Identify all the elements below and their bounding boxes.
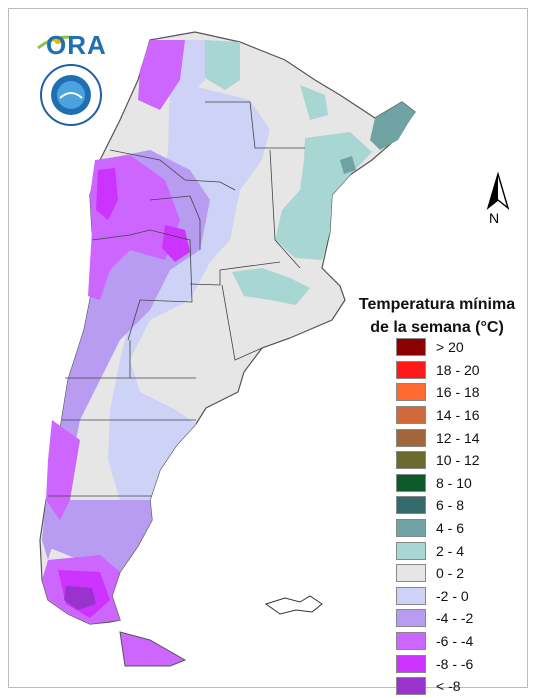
zone-m4-m2-south xyxy=(50,500,152,572)
zone-2-4-east xyxy=(300,85,328,120)
legend-label: 2 - 4 xyxy=(436,542,465,559)
legend-label: 16 - 18 xyxy=(436,384,480,401)
legend-swatch xyxy=(396,496,426,515)
legend-item: 4 - 6 xyxy=(396,517,526,540)
smn-seal-logo xyxy=(40,64,102,126)
legend-label: 18 - 20 xyxy=(436,361,480,378)
province-borders xyxy=(48,101,305,497)
legend-label: 14 - 16 xyxy=(436,407,480,424)
legend-item: -8 - -6 xyxy=(396,652,526,675)
north-arrow: N xyxy=(480,171,516,228)
legend-label: -2 - 0 xyxy=(436,587,469,604)
legend-swatch xyxy=(396,519,426,538)
legend-swatch xyxy=(396,654,426,673)
malvinas-islands xyxy=(264,595,323,615)
legend-swatch xyxy=(396,428,426,447)
legend-swatch xyxy=(396,383,426,402)
tierra-del-fuego xyxy=(119,631,187,667)
zone-m2-0-center xyxy=(108,80,270,500)
legend-swatch xyxy=(396,677,426,696)
legend-label: -6 - -4 xyxy=(436,633,474,650)
ora-logo-text: ORA xyxy=(46,30,107,60)
legend-swatch xyxy=(396,564,426,583)
legend-title-line2: de la semana (°C) xyxy=(370,319,504,336)
legend-swatch xyxy=(396,338,426,357)
legend-label: < -8 xyxy=(436,678,461,695)
legend-swatch xyxy=(396,632,426,651)
legend-item: < -8 xyxy=(396,675,526,698)
legend-label: 12 - 14 xyxy=(436,429,480,446)
ora-swoosh-icon xyxy=(37,35,77,50)
legend-swatch xyxy=(396,360,426,379)
legend-swatch xyxy=(396,609,426,628)
zone-m8-m6-mendoza xyxy=(96,168,118,220)
smn-seal-icon xyxy=(40,64,102,126)
legend-item: 10 - 12 xyxy=(396,449,526,472)
zone-2-4-north xyxy=(205,40,240,90)
legend-swatch xyxy=(396,541,426,560)
legend-item: -6 - -4 xyxy=(396,630,526,653)
legend-item: 2 - 4 xyxy=(396,539,526,562)
legend-label: 4 - 6 xyxy=(436,520,465,537)
zone-2-4-center xyxy=(232,268,310,305)
legend-label: 8 - 10 xyxy=(436,474,472,491)
legend-swatch xyxy=(396,451,426,470)
north-arrow-icon xyxy=(486,171,510,210)
legend-item: 8 - 10 xyxy=(396,472,526,495)
legend-label: 6 - 8 xyxy=(436,497,465,514)
legend-item: -4 - -2 xyxy=(396,607,526,630)
legend-title-line1: Temperatura mínima xyxy=(358,296,516,313)
legend-item: > 20 xyxy=(396,336,526,359)
legend-label: 0 - 2 xyxy=(436,565,465,582)
legend-swatch xyxy=(396,473,426,492)
zone-4-6-spot xyxy=(340,156,356,174)
legend-label: -8 - -6 xyxy=(436,655,474,672)
ora-logo: ORA xyxy=(36,28,106,60)
legend-swatch xyxy=(396,406,426,425)
legend-label: -4 - -2 xyxy=(436,610,474,627)
legend-item: 6 - 8 xyxy=(396,494,526,517)
legend-title: Temperatura mínima de la semana (°C) xyxy=(342,293,532,339)
north-label: N xyxy=(489,210,500,226)
legend-label: 10 - 12 xyxy=(436,452,480,469)
legend-label: > 20 xyxy=(436,339,464,356)
zone-4-6-misiones xyxy=(370,102,415,150)
legend-item: 0 - 2 xyxy=(396,562,526,585)
zone-m6-m4-north xyxy=(138,40,185,110)
legend-item: 16 - 18 xyxy=(396,381,526,404)
zone-m6-m4-patagonia xyxy=(46,420,80,520)
legend-item: 18 - 20 xyxy=(396,359,526,382)
legend-swatch xyxy=(396,586,426,605)
zone-lt-m8-south xyxy=(64,586,96,610)
legend-item: 12 - 14 xyxy=(396,426,526,449)
zone-m8-m6-cordoba xyxy=(162,225,190,262)
legend-item: 14 - 16 xyxy=(396,404,526,427)
legend: > 20 18 - 20 16 - 18 14 - 16 12 - 14 10 … xyxy=(396,336,526,698)
legend-item: -2 - 0 xyxy=(396,585,526,608)
